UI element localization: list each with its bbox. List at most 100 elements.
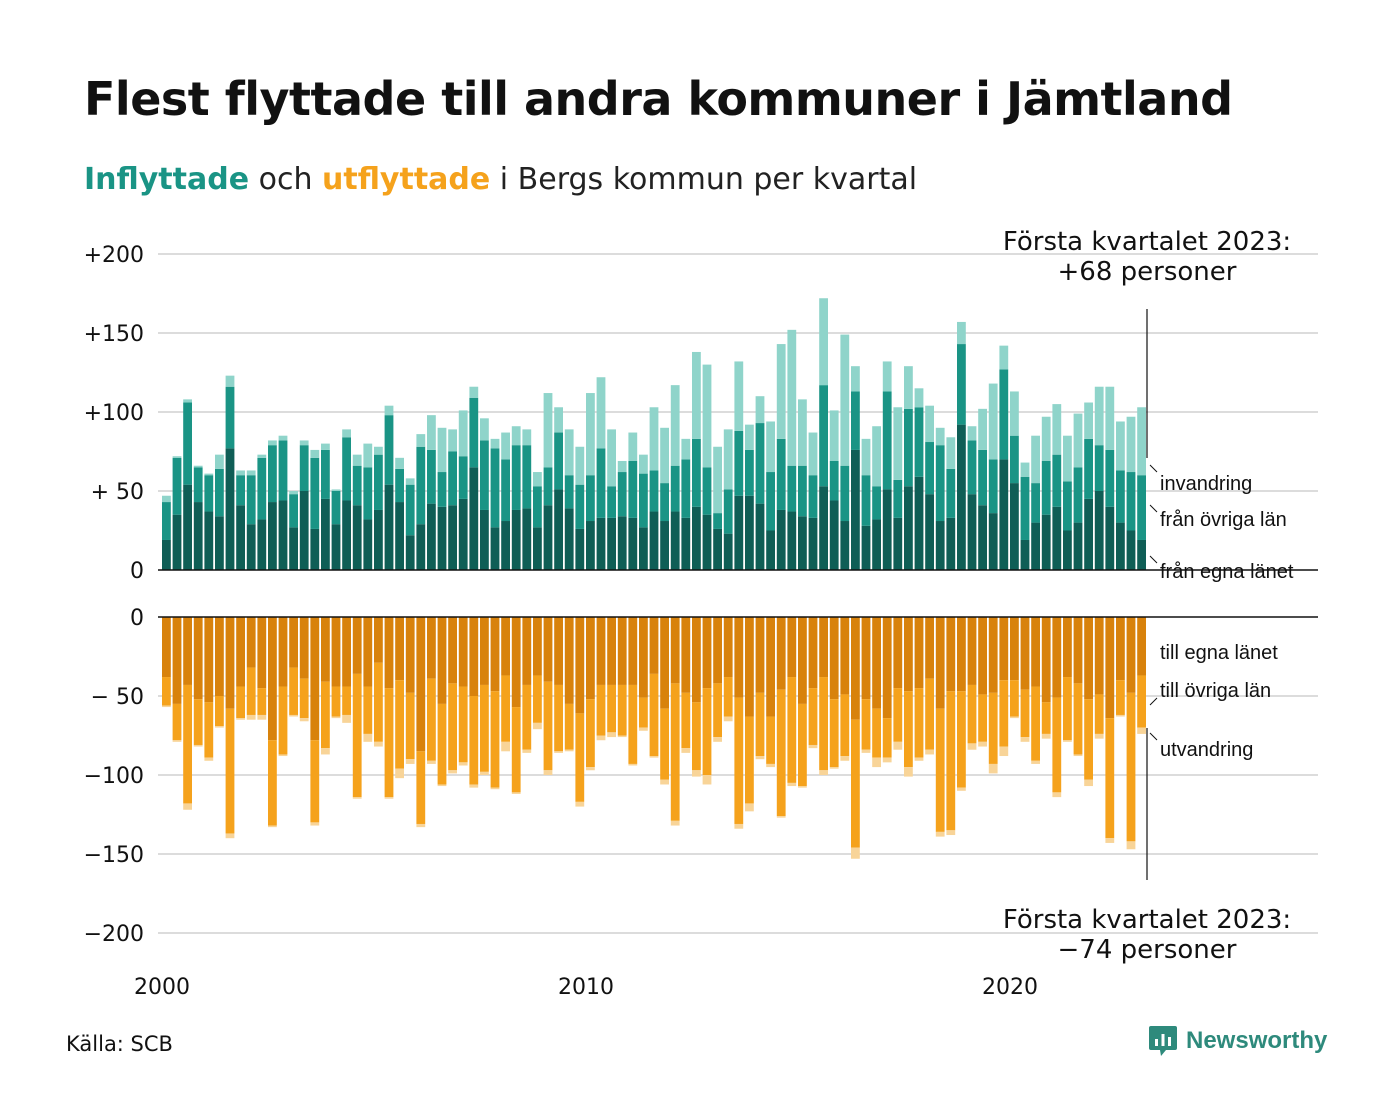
outflow-bar-abroad <box>776 816 786 818</box>
inflow-bar-own <box>1041 514 1051 570</box>
outflow-bar-own <box>766 617 775 717</box>
outflow-bar-other <box>448 683 457 771</box>
outflow-bar-own <box>299 617 309 679</box>
outflow-bar-other <box>225 708 235 834</box>
outflow-bar-own <box>935 617 945 709</box>
inflow-bar-own <box>798 516 807 570</box>
newsworthy-logo: Newsworthy <box>1148 1024 1327 1058</box>
inflow-bar-abroad <box>596 377 606 449</box>
outflow-bar-abroad <box>660 779 669 785</box>
outflow-bar-own <box>183 617 192 685</box>
outflow-bar-abroad <box>490 787 500 790</box>
inflow-bar-own <box>681 517 691 570</box>
outflow-bar-own <box>352 617 362 674</box>
outflow-bar-abroad <box>342 714 351 723</box>
inflow-bar-other <box>1073 467 1083 523</box>
outflow-bar-abroad <box>935 831 945 837</box>
outflow-bar-other <box>1137 675 1146 728</box>
outflow-bar-own <box>1041 617 1051 703</box>
inflow-bar-abroad <box>776 344 786 439</box>
outflow-bar-other <box>204 702 214 758</box>
inflow-bar-other <box>162 502 171 540</box>
outflow-bar-abroad <box>734 823 744 829</box>
outflow-bar-own <box>204 617 214 703</box>
labels: Första kvartalet 2023:+68 personerFörsta… <box>1003 227 1294 965</box>
outflow-bar-own <box>310 617 320 741</box>
inflow-bar-other <box>681 459 691 518</box>
inflow-bar-abroad <box>586 393 595 476</box>
outflow-bar-other <box>713 683 722 738</box>
outflow-bar-abroad <box>713 737 722 742</box>
inflow-bar-other <box>702 467 712 515</box>
outflow-bar-abroad <box>649 756 659 758</box>
inflow-y-tick-label: +100 <box>84 401 144 426</box>
inflow-bar-own <box>225 448 235 570</box>
inflow-bar-other <box>596 448 606 518</box>
outflow-bar-abroad <box>882 757 892 763</box>
outflow-bar-abroad <box>162 705 171 708</box>
outflow-bar-other <box>1063 677 1072 741</box>
outflow-bar-other <box>925 678 934 750</box>
inflow-bar-abroad <box>278 435 288 441</box>
outflow-bar-abroad <box>278 754 288 757</box>
outflow-bar-other <box>586 699 595 768</box>
outflow-bar-abroad <box>893 741 903 750</box>
inflow-bar-other <box>988 459 998 514</box>
inflow-bar-other <box>1063 481 1072 531</box>
outflow-bar-abroad <box>723 716 733 722</box>
outflow-bar-other <box>458 686 468 763</box>
outflow-bar-abroad <box>1105 838 1115 843</box>
inflow-bar-abroad <box>490 438 500 449</box>
inflow-bar-own <box>755 503 765 570</box>
outflow-bar-other <box>692 702 701 771</box>
inflow-bar-abroad <box>480 418 489 441</box>
gridlines <box>158 253 1318 934</box>
inflow-bar-other <box>787 465 797 512</box>
outflow-bar-abroad <box>829 767 839 769</box>
outflow-bar-abroad <box>1063 740 1072 742</box>
inflow-bar-other <box>564 475 574 509</box>
outflow-bar-abroad <box>925 749 934 755</box>
outflow-bar-other <box>840 694 850 757</box>
inflow-bar-own <box>617 516 627 570</box>
subtitle-inflow-word: Inflyttade <box>84 162 250 197</box>
outflow-bar-own <box>490 617 500 692</box>
inflow-bar-own <box>448 505 457 570</box>
inflow-bar-other <box>872 486 881 520</box>
outflow-bar-abroad <box>501 741 510 752</box>
inflow-bar-other <box>511 445 521 510</box>
outflow-bar-abroad <box>1094 733 1104 739</box>
outflow-bar-own <box>437 617 447 704</box>
outflow-bar-other <box>511 707 521 793</box>
inflow-bar-own <box>607 517 616 570</box>
outflow-bar-other <box>766 716 775 764</box>
outflow-annotation-line2: −74 personer <box>1058 935 1237 965</box>
inflow-bar-other <box>755 423 765 504</box>
inflow-bar-other <box>692 438 701 507</box>
outflow-bar-other <box>162 677 171 706</box>
subtitle-outflow-word: utflyttade <box>322 162 491 197</box>
inflow-bar-own <box>978 505 987 570</box>
series-label-fran-egna-lanet: från egna länet <box>1160 561 1294 583</box>
inflow-bar-abroad <box>448 429 457 452</box>
outflow-bar-abroad <box>861 749 871 753</box>
inflow-bar-own <box>289 527 298 570</box>
outflow-bar-other <box>829 699 839 768</box>
inflow-bar-abroad <box>575 446 585 485</box>
inflow-bar-other <box>1137 475 1146 540</box>
outflow-bar-own <box>776 617 786 690</box>
outflow-bar-own <box>1052 617 1062 698</box>
inflow-bar-own <box>511 509 521 570</box>
inflow-bar-other <box>437 472 447 507</box>
outflow-bar-other <box>628 684 638 764</box>
outflow-bar-own <box>215 617 224 696</box>
outflow-bar-own <box>808 617 818 689</box>
outflow-bar-own <box>246 617 256 668</box>
outflow-bar-other <box>1126 692 1136 842</box>
inflow-bar-other <box>522 445 532 509</box>
outflow-bar-other <box>564 703 574 750</box>
outflow-bar-other <box>734 697 744 824</box>
inflow-bar-abroad <box>787 329 797 466</box>
inflow-bar-own <box>639 527 648 570</box>
outflow-bar-own <box>331 617 341 687</box>
